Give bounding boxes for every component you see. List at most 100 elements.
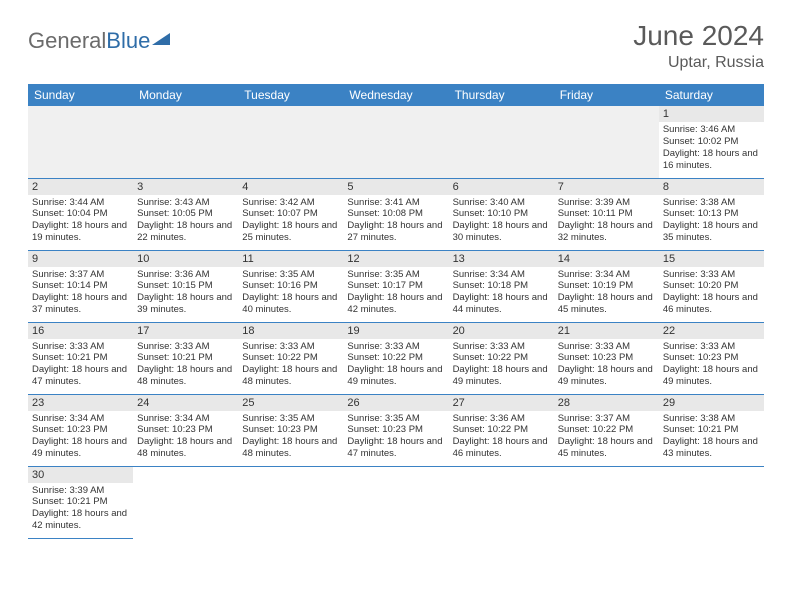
sunset-text: Sunset: 10:05 PM [137, 208, 234, 220]
weekday-header: Tuesday [238, 84, 343, 106]
day-number: 8 [659, 179, 764, 195]
page-header: GeneralBlue June 2024 Uptar, Russia [28, 20, 764, 72]
sunrise-text: Sunrise: 3:43 AM [137, 197, 234, 209]
day-cell: 27Sunrise: 3:36 AMSunset: 10:22 PMDaylig… [449, 394, 554, 466]
day-cell: 3Sunrise: 3:43 AMSunset: 10:05 PMDayligh… [133, 178, 238, 250]
day-details: Sunrise: 3:35 AMSunset: 10:17 PMDaylight… [343, 267, 448, 319]
day-details: Sunrise: 3:36 AMSunset: 10:15 PMDaylight… [133, 267, 238, 319]
day-number: 16 [28, 323, 133, 339]
sunset-text: Sunset: 10:19 PM [558, 280, 655, 292]
calendar-row: 9Sunrise: 3:37 AMSunset: 10:14 PMDayligh… [28, 250, 764, 322]
day-number: 20 [449, 323, 554, 339]
weekday-header-row: Sunday Monday Tuesday Wednesday Thursday… [28, 84, 764, 106]
day-number: 15 [659, 251, 764, 267]
sunset-text: Sunset: 10:23 PM [137, 424, 234, 436]
day-details: Sunrise: 3:43 AMSunset: 10:05 PMDaylight… [133, 195, 238, 247]
daylight-text: Daylight: 18 hours and 46 minutes. [453, 436, 550, 460]
sunset-text: Sunset: 10:22 PM [453, 352, 550, 364]
sunset-text: Sunset: 10:07 PM [242, 208, 339, 220]
calendar-table: Sunday Monday Tuesday Wednesday Thursday… [28, 84, 764, 539]
daylight-text: Daylight: 18 hours and 43 minutes. [663, 436, 760, 460]
sunrise-text: Sunrise: 3:42 AM [242, 197, 339, 209]
day-number: 29 [659, 395, 764, 411]
sunrise-text: Sunrise: 3:34 AM [453, 269, 550, 281]
daylight-text: Daylight: 18 hours and 49 minutes. [453, 364, 550, 388]
day-details: Sunrise: 3:34 AMSunset: 10:19 PMDaylight… [554, 267, 659, 319]
sunset-text: Sunset: 10:20 PM [663, 280, 760, 292]
day-details: Sunrise: 3:41 AMSunset: 10:08 PMDaylight… [343, 195, 448, 247]
day-details: Sunrise: 3:36 AMSunset: 10:22 PMDaylight… [449, 411, 554, 463]
day-details: Sunrise: 3:33 AMSunset: 10:21 PMDaylight… [133, 339, 238, 391]
sunset-text: Sunset: 10:23 PM [242, 424, 339, 436]
sunset-text: Sunset: 10:22 PM [347, 352, 444, 364]
day-cell: 29Sunrise: 3:38 AMSunset: 10:21 PMDaylig… [659, 394, 764, 466]
day-details: Sunrise: 3:44 AMSunset: 10:04 PMDaylight… [28, 195, 133, 247]
daylight-text: Daylight: 18 hours and 48 minutes. [137, 364, 234, 388]
calendar-row: 1Sunrise: 3:46 AMSunset: 10:02 PMDayligh… [28, 106, 764, 178]
sunset-text: Sunset: 10:04 PM [32, 208, 129, 220]
blank-cell [659, 466, 764, 538]
sunset-text: Sunset: 10:15 PM [137, 280, 234, 292]
sunrise-text: Sunrise: 3:33 AM [137, 341, 234, 353]
sunrise-text: Sunrise: 3:44 AM [32, 197, 129, 209]
sunset-text: Sunset: 10:22 PM [242, 352, 339, 364]
daylight-text: Daylight: 18 hours and 30 minutes. [453, 220, 550, 244]
calendar-row: 30Sunrise: 3:39 AMSunset: 10:21 PMDaylig… [28, 466, 764, 538]
daylight-text: Daylight: 18 hours and 48 minutes. [242, 436, 339, 460]
day-cell: 8Sunrise: 3:38 AMSunset: 10:13 PMDayligh… [659, 178, 764, 250]
brand-logo: GeneralBlue [28, 28, 170, 54]
empty-cell [343, 106, 448, 178]
blank-cell [133, 466, 238, 538]
day-number: 1 [659, 106, 764, 122]
daylight-text: Daylight: 18 hours and 32 minutes. [558, 220, 655, 244]
daylight-text: Daylight: 18 hours and 42 minutes. [32, 508, 129, 532]
day-cell: 2Sunrise: 3:44 AMSunset: 10:04 PMDayligh… [28, 178, 133, 250]
title-block: June 2024 Uptar, Russia [633, 20, 764, 72]
sunset-text: Sunset: 10:21 PM [663, 424, 760, 436]
day-details: Sunrise: 3:38 AMSunset: 10:13 PMDaylight… [659, 195, 764, 247]
sunrise-text: Sunrise: 3:35 AM [242, 413, 339, 425]
daylight-text: Daylight: 18 hours and 47 minutes. [347, 436, 444, 460]
sunset-text: Sunset: 10:08 PM [347, 208, 444, 220]
daylight-text: Daylight: 18 hours and 16 minutes. [663, 148, 760, 172]
day-number: 4 [238, 179, 343, 195]
day-number: 22 [659, 323, 764, 339]
sunset-text: Sunset: 10:21 PM [32, 496, 129, 508]
sunset-text: Sunset: 10:22 PM [558, 424, 655, 436]
daylight-text: Daylight: 18 hours and 48 minutes. [242, 364, 339, 388]
sunrise-text: Sunrise: 3:46 AM [663, 124, 760, 136]
day-cell: 19Sunrise: 3:33 AMSunset: 10:22 PMDaylig… [343, 322, 448, 394]
day-cell: 5Sunrise: 3:41 AMSunset: 10:08 PMDayligh… [343, 178, 448, 250]
day-number: 5 [343, 179, 448, 195]
day-details: Sunrise: 3:33 AMSunset: 10:23 PMDaylight… [659, 339, 764, 391]
day-details: Sunrise: 3:40 AMSunset: 10:10 PMDaylight… [449, 195, 554, 247]
daylight-text: Daylight: 18 hours and 45 minutes. [558, 436, 655, 460]
daylight-text: Daylight: 18 hours and 19 minutes. [32, 220, 129, 244]
day-number: 25 [238, 395, 343, 411]
day-cell: 18Sunrise: 3:33 AMSunset: 10:22 PMDaylig… [238, 322, 343, 394]
sunrise-text: Sunrise: 3:33 AM [242, 341, 339, 353]
day-cell: 9Sunrise: 3:37 AMSunset: 10:14 PMDayligh… [28, 250, 133, 322]
sunset-text: Sunset: 10:23 PM [347, 424, 444, 436]
day-details: Sunrise: 3:42 AMSunset: 10:07 PMDaylight… [238, 195, 343, 247]
day-number: 21 [554, 323, 659, 339]
day-cell: 16Sunrise: 3:33 AMSunset: 10:21 PMDaylig… [28, 322, 133, 394]
sunrise-text: Sunrise: 3:37 AM [558, 413, 655, 425]
empty-cell [133, 106, 238, 178]
day-number: 14 [554, 251, 659, 267]
sunrise-text: Sunrise: 3:36 AM [137, 269, 234, 281]
empty-cell [238, 106, 343, 178]
empty-cell [28, 106, 133, 178]
day-details: Sunrise: 3:34 AMSunset: 10:18 PMDaylight… [449, 267, 554, 319]
daylight-text: Daylight: 18 hours and 48 minutes. [137, 436, 234, 460]
day-cell: 17Sunrise: 3:33 AMSunset: 10:21 PMDaylig… [133, 322, 238, 394]
day-cell: 23Sunrise: 3:34 AMSunset: 10:23 PMDaylig… [28, 394, 133, 466]
day-details: Sunrise: 3:37 AMSunset: 10:14 PMDaylight… [28, 267, 133, 319]
day-number: 17 [133, 323, 238, 339]
sunrise-text: Sunrise: 3:40 AM [453, 197, 550, 209]
location-label: Uptar, Russia [633, 54, 764, 72]
day-details: Sunrise: 3:37 AMSunset: 10:22 PMDaylight… [554, 411, 659, 463]
sunset-text: Sunset: 10:10 PM [453, 208, 550, 220]
brand-part1: General [28, 28, 106, 54]
calendar-body: 1Sunrise: 3:46 AMSunset: 10:02 PMDayligh… [28, 106, 764, 538]
